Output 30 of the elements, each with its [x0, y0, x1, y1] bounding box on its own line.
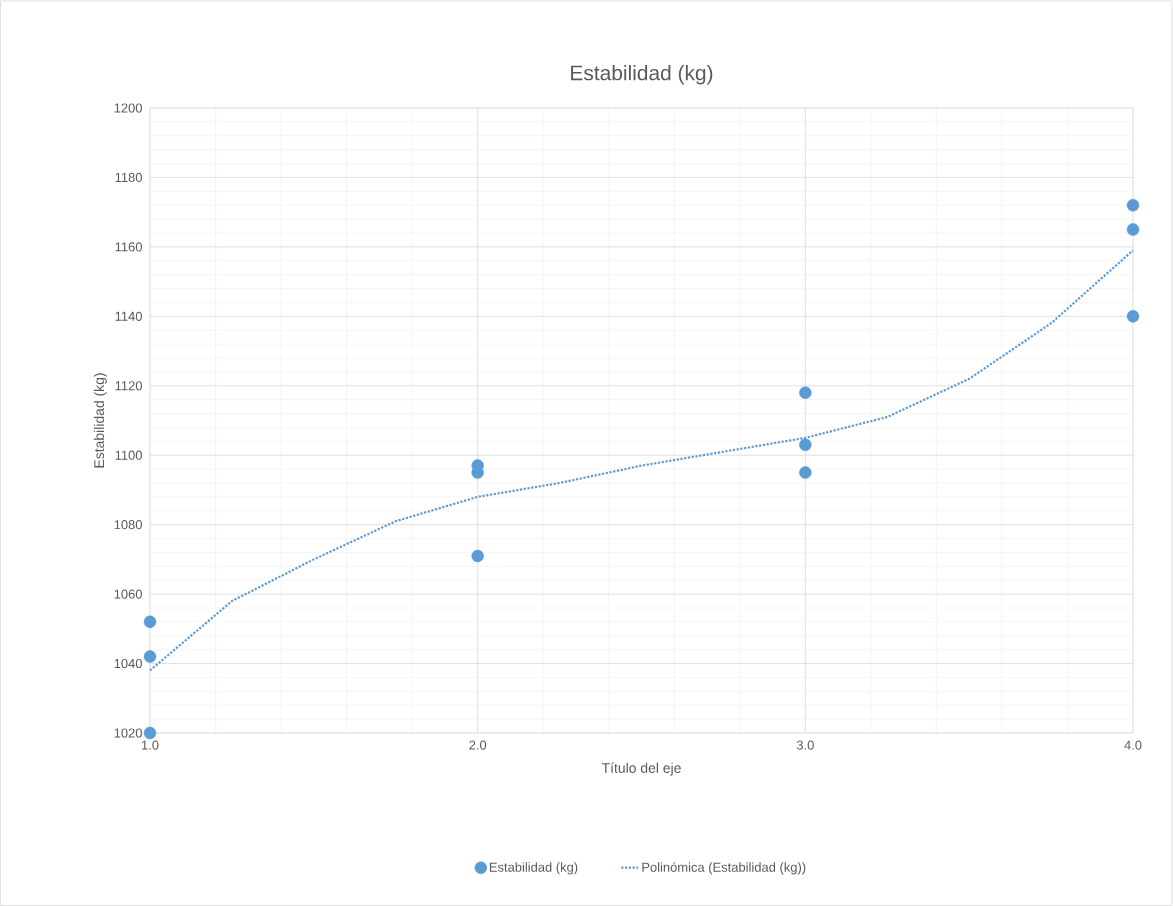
point — [799, 386, 812, 399]
point — [143, 650, 157, 663]
point — [1126, 223, 1140, 236]
y-tick-label: 1080 — [114, 520, 142, 530]
y-tick-label: 1200 — [114, 103, 142, 113]
point — [143, 615, 157, 629]
x-tick-label: 4.0 — [1124, 740, 1142, 750]
y-tick-label: 1120 — [115, 381, 142, 391]
x-axis-title: Título del eje — [601, 762, 681, 776]
y-tick-label: 1060 — [114, 589, 142, 599]
x-tick-label: 3.0 — [796, 740, 814, 750]
legend-label: Estabilidad (kg) — [489, 862, 578, 875]
x-tick-label: 1.0 — [141, 740, 159, 750]
y-tick-label: 1020 — [114, 728, 142, 738]
legend-label: Polinómica (Estabilidad (kg)) — [642, 862, 806, 875]
point — [1126, 310, 1140, 323]
line-series — [148, 249, 1135, 672]
point — [471, 549, 484, 563]
y-tick-label: 1160 — [115, 242, 142, 252]
y-tick-label: 1100 — [115, 450, 142, 460]
point — [1126, 199, 1140, 212]
point — [143, 726, 157, 740]
point — [799, 466, 812, 479]
y-tick-label: 1180 — [115, 172, 142, 183]
point — [799, 438, 812, 451]
y-tick-label: 1040 — [114, 658, 142, 669]
y-tick-label: 1140 — [115, 311, 142, 321]
x-tick-label: 2.0 — [469, 740, 487, 750]
y-axis-title: Estabilidad (kg) — [93, 373, 107, 468]
chart-title: Estabilidad (kg) — [571, 64, 713, 85]
